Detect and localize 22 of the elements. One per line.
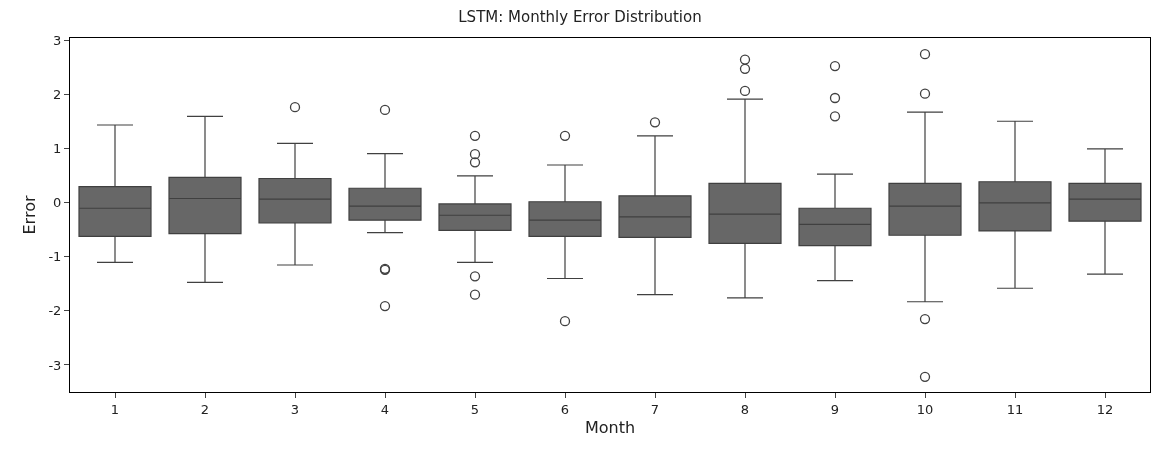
x-tick-label: 2 [200,401,210,417]
y-axis-title: Error [20,195,40,235]
y-tick-label: -3 [48,357,62,373]
x-tick-label: 1 [110,401,120,417]
x-tick-label: 9 [830,401,840,417]
x-tick-label: 4 [380,401,390,417]
y-tick-label: -2 [48,303,62,319]
x-tick-label: 8 [740,401,750,417]
x-tick-label: 3 [290,401,300,417]
x-tick-label: 12 [1096,401,1114,417]
x-tick-label: 10 [916,401,934,417]
x-tick-label: 6 [560,401,570,417]
x-axis-title: Month [584,418,636,438]
y-tick-label: 1 [53,141,62,157]
y-tick-label: 3 [53,33,62,49]
y-tick-label: 0 [53,195,62,211]
y-tick-label: -1 [48,249,62,265]
x-tick-label: 5 [470,401,480,417]
x-tick-label: 11 [1006,401,1024,417]
x-tick-label: 7 [650,401,660,417]
y-tick-label: 2 [53,87,62,103]
chart-title: LSTM: Monthly Error Distribution [458,7,702,26]
